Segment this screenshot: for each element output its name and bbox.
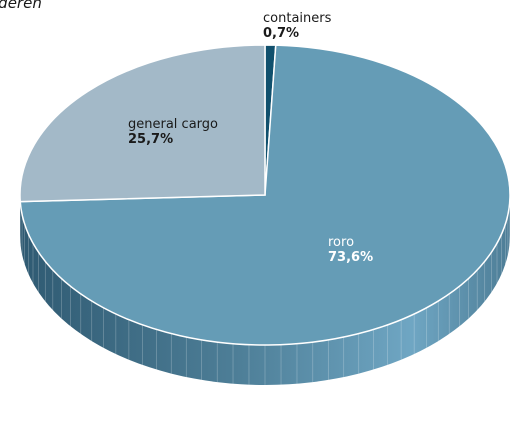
chart-title-fragment: ideren	[0, 0, 42, 12]
slice-label-roro: roro	[328, 235, 354, 250]
slice-label-general-cargo: general cargo	[128, 117, 218, 132]
slice-label-containers: containers	[263, 11, 332, 26]
pie-top-layer	[19, 44, 510, 346]
pie-side-layer	[20, 195, 510, 385]
pie-slice-general-cargo	[19, 44, 266, 203]
slice-value-roro: 73,6%	[328, 250, 373, 265]
pie-side-wall	[20, 195, 510, 385]
slice-value-general-cargo: 25,7%	[128, 132, 173, 147]
slice-value-containers: 0,7%	[263, 26, 299, 41]
